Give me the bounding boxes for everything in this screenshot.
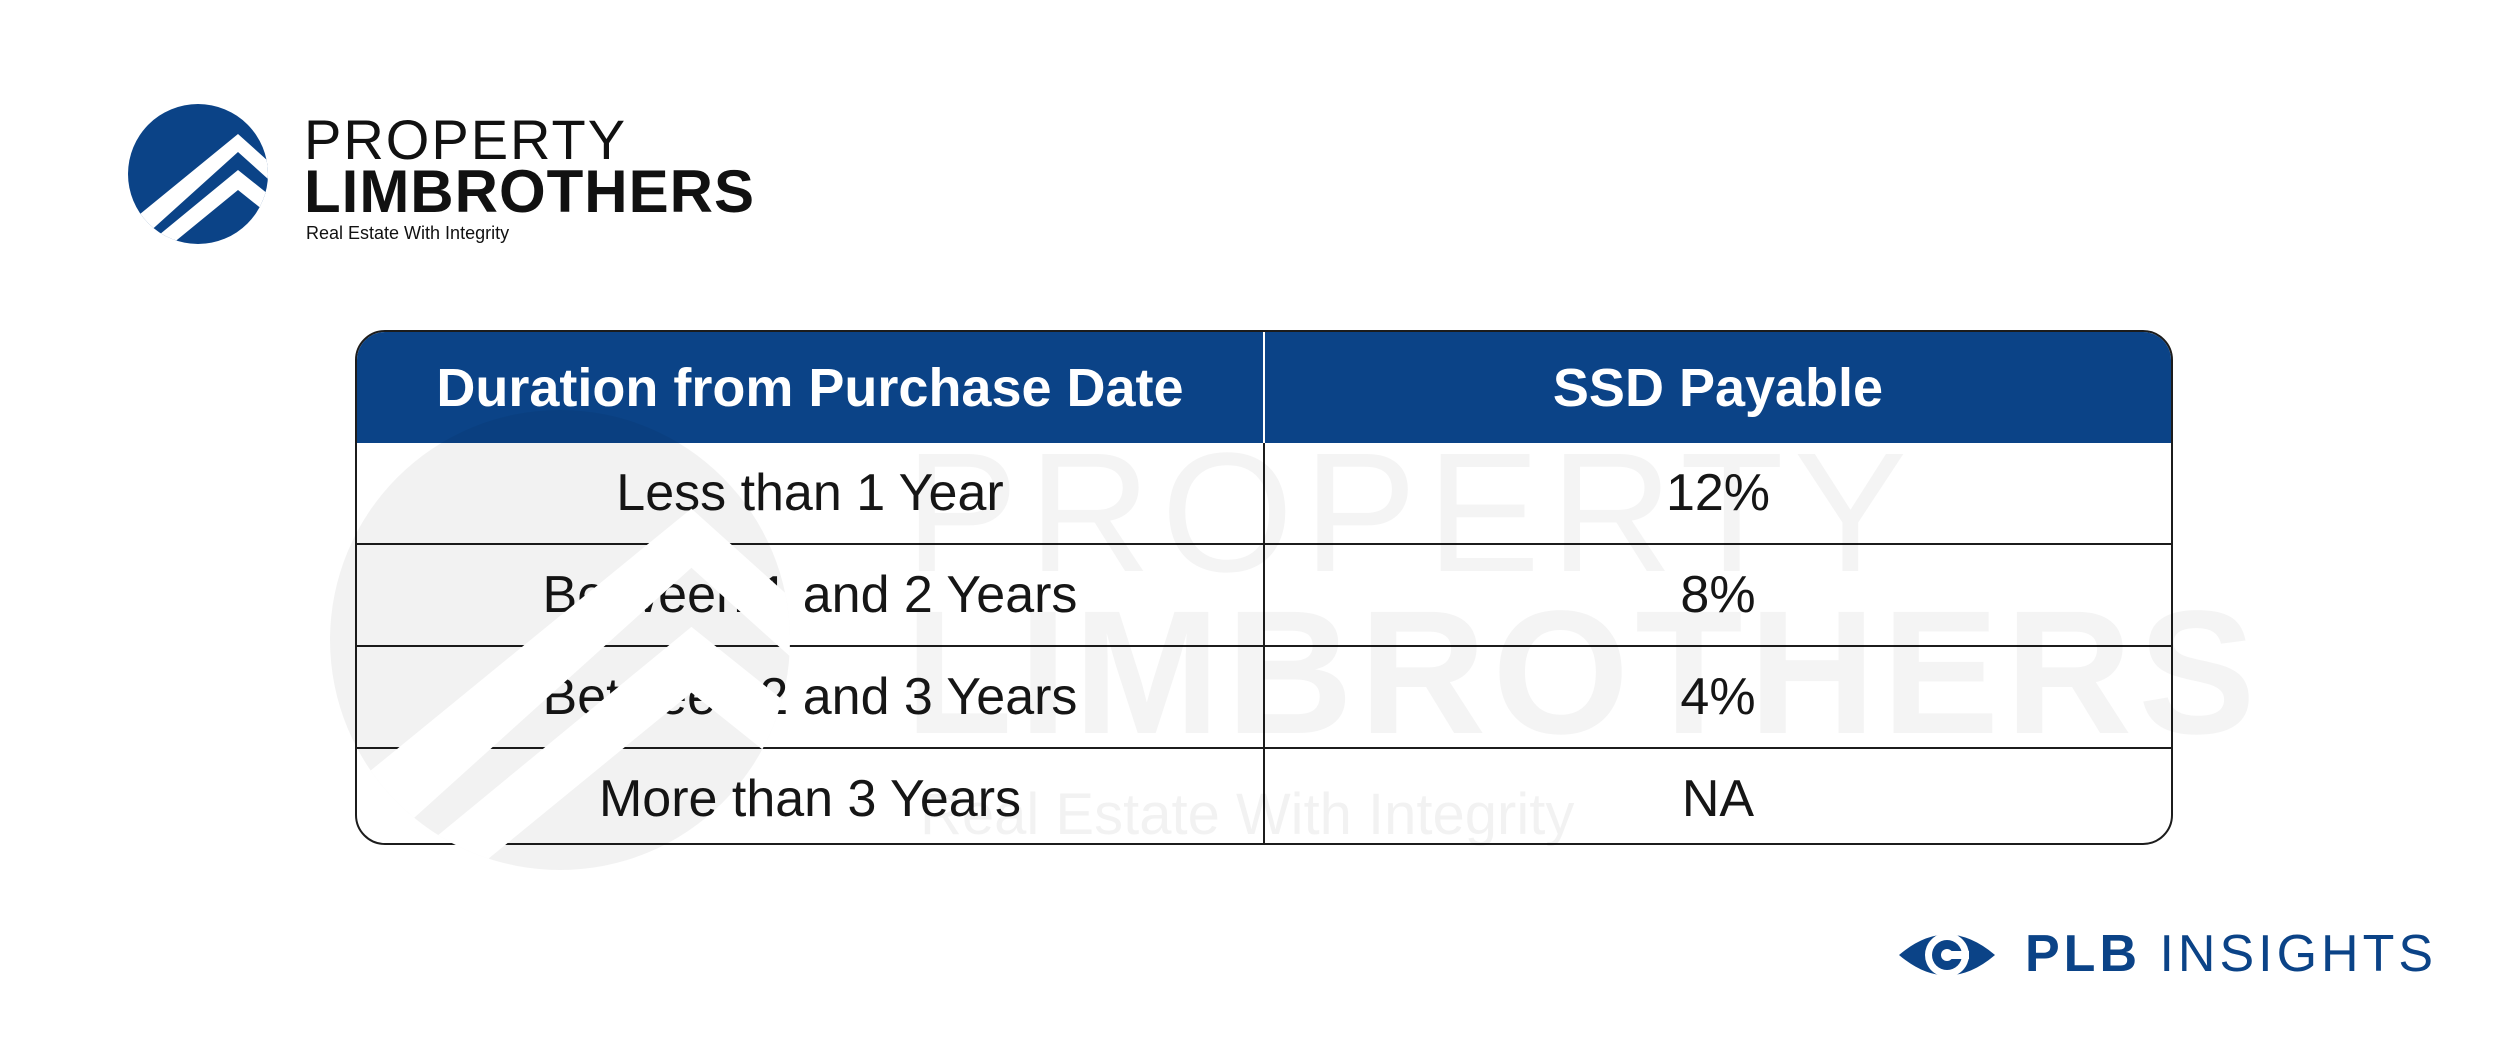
header-duration: Duration from Purchase Date	[357, 332, 1264, 443]
table-row: Between 1 and 2 Years 8%	[357, 543, 2171, 646]
table-row: More than 3 Years NA	[357, 747, 2171, 843]
plb-insights-wordmark: PLB INSIGHTS	[2025, 928, 2437, 980]
header-ssd-payable: SSD Payable	[1263, 332, 2171, 443]
duration-cell: Less than 1 Year	[616, 464, 1004, 522]
plb-insights-light: INSIGHTS	[2159, 925, 2438, 983]
plb-insights-strong: PLB	[2025, 925, 2141, 983]
table-row: Between 2 and 3 Years 4%	[357, 645, 2171, 748]
ssd-table: Duration from Purchase Date SSD Payable …	[357, 332, 2171, 843]
eye-icon	[1899, 933, 1995, 977]
ssd-table-container: Duration from Purchase Date SSD Payable …	[355, 330, 2173, 845]
table-row: Less than 1 Year 12%	[357, 443, 2171, 544]
brand-logo: PROPERTY LIMBROTHERS Real Estate With In…	[128, 104, 754, 254]
brand-tagline: Real Estate With Integrity	[306, 223, 510, 243]
ssd-rate-cell: 4%	[1263, 645, 2171, 748]
brand-name-line2: LIMBROTHERS	[304, 158, 755, 225]
duration-cell: Between 2 and 3 Years	[357, 645, 1264, 748]
plb-insights-logo: PLB INSIGHTS	[1895, 922, 2433, 990]
ssd-rate-cell: NA	[1263, 747, 2171, 843]
ssd-rate-cell: 8%	[1263, 543, 2171, 646]
chevron-roof-logo-icon	[128, 104, 268, 244]
ssd-rate-cell: 12%	[1263, 443, 2171, 544]
table-header-row: Duration from Purchase Date SSD Payable	[357, 332, 2171, 443]
brand-name-line1: PROPERTY	[304, 108, 628, 171]
duration-cell: Between 1 and 2 Years	[357, 543, 1264, 646]
duration-cell: More than 3 Years	[357, 747, 1264, 843]
